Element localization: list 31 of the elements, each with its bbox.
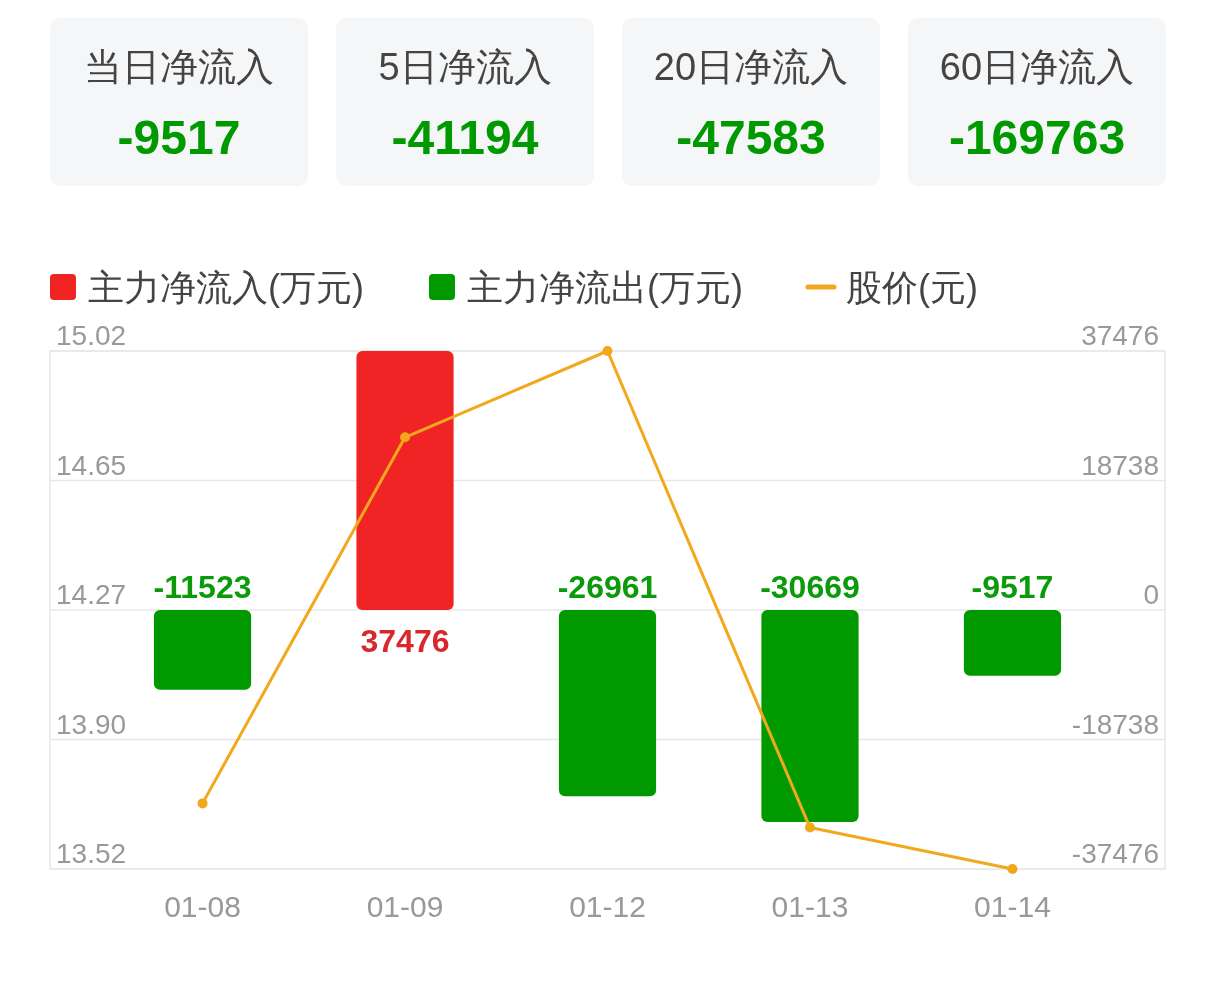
data-label: -30669 bbox=[760, 569, 860, 605]
legend-label: 主力净流入(万元) bbox=[88, 267, 364, 308]
text: -9517 bbox=[117, 111, 241, 164]
y2-tick-label: -37476 bbox=[1071, 838, 1159, 869]
text: -47583 bbox=[676, 111, 826, 164]
x-tick-label: 01-13 bbox=[771, 890, 849, 923]
x-tick-label: 01-08 bbox=[164, 890, 241, 923]
x-tick-label: 01-14 bbox=[974, 890, 1051, 923]
y-tick-label: 14.27 bbox=[56, 579, 127, 610]
legend-label: 股价(元) bbox=[845, 267, 978, 308]
y2-tick-label: 0 bbox=[1143, 579, 1159, 610]
data-label: 37476 bbox=[360, 623, 450, 659]
y2-tick-label: -18738 bbox=[1071, 708, 1159, 740]
text: -169763 bbox=[948, 111, 1126, 164]
data-label: -11523 bbox=[153, 569, 252, 605]
text: 20日净流入 bbox=[653, 46, 849, 88]
data-label: -9517 bbox=[971, 569, 1054, 605]
x-tick-label: 01-12 bbox=[569, 890, 646, 923]
y-tick-label: 13.52 bbox=[56, 838, 127, 869]
text: 60日净流入 bbox=[939, 46, 1135, 88]
text: -41194 bbox=[391, 111, 539, 164]
data-label: -26961 bbox=[557, 569, 658, 605]
y-tick-label: 13.90 bbox=[56, 708, 127, 740]
legend-label: 主力净流出(万元) bbox=[466, 267, 743, 308]
y2-tick-label: 18738 bbox=[1081, 449, 1159, 481]
text: 5日净流入 bbox=[378, 46, 552, 88]
x-tick-label: 01-09 bbox=[366, 890, 444, 923]
y-tick-label: 14.65 bbox=[56, 449, 127, 481]
y-tick-label: 15.02 bbox=[56, 320, 127, 351]
y2-tick-label: 37476 bbox=[1081, 320, 1159, 351]
text: 当日净流入 bbox=[84, 46, 274, 88]
